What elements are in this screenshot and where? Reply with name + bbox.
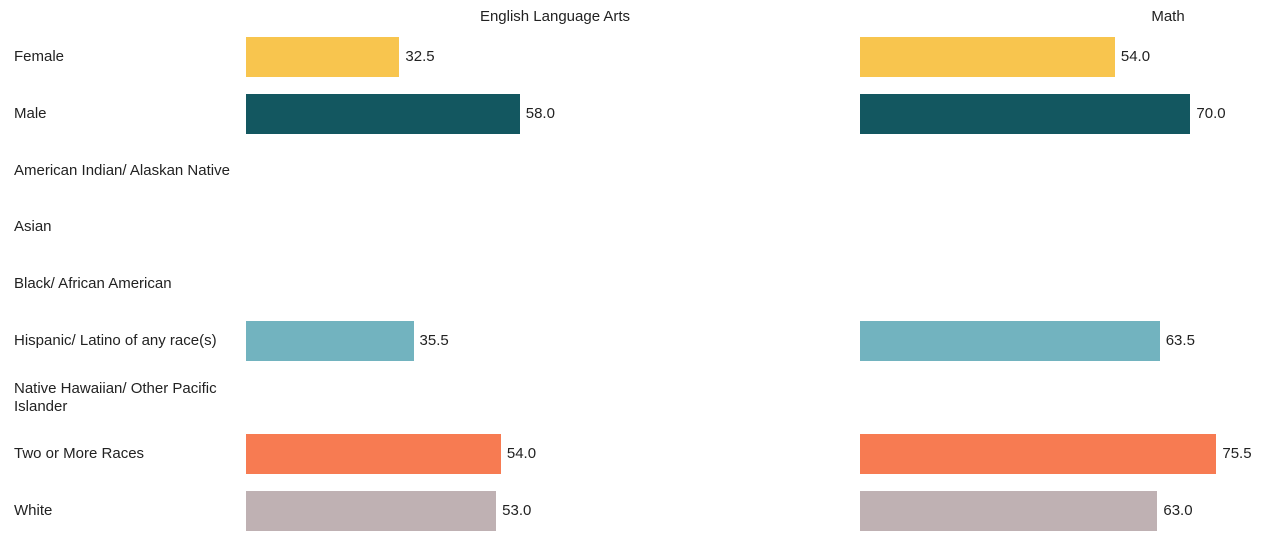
bar [246,491,497,531]
category-label: Male [14,104,47,122]
category-label: American Indian/ Alaskan Native [14,161,230,179]
category-label: Female [14,48,65,65]
bar [860,491,1158,531]
bar [860,434,1217,475]
value-label: 63.5 [1165,331,1195,349]
value-label: 54.0 [506,445,537,463]
bar [246,93,520,134]
value-label: 35.5 [419,331,449,349]
value-label: 32.5 [405,48,435,65]
value-label: 53.0 [502,502,532,519]
bar [246,37,400,77]
value-label: 54.0 [1120,48,1151,65]
category-label: Two or More Races [14,445,145,463]
value-label: 63.0 [1163,502,1193,519]
category-label: Asian [14,218,52,236]
panel-title: Math [1151,8,1185,25]
bar [860,320,1160,361]
category-label: White [14,502,53,519]
value-label: 75.5 [1222,445,1252,463]
panel-title: English Language Arts [479,8,631,25]
bar [860,93,1191,134]
category-label: Black/ African American [14,275,172,292]
bar [246,320,414,361]
bar [246,434,501,475]
category-label: Hispanic/ Latino of any race(s) [14,331,217,349]
value-label: 58.0 [525,104,555,122]
category-label: Native Hawaiian/ Other Pacific Islander [14,379,217,415]
bar [860,37,1115,77]
value-label: 70.0 [1196,104,1226,122]
